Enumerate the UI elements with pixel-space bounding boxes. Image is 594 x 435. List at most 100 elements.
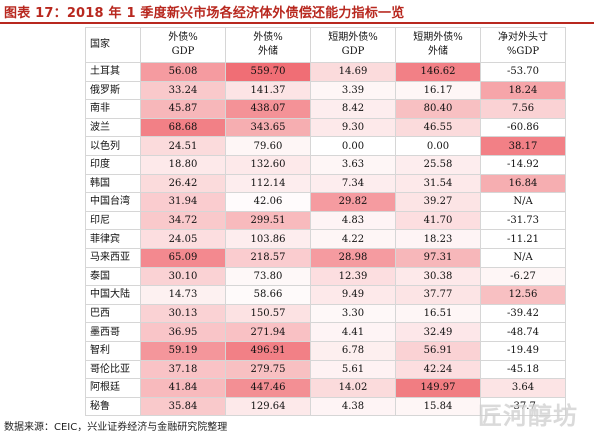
country-cell: 以色列 (85, 136, 141, 156)
value-cell: 496.91 (225, 340, 311, 361)
value-cell: 218.57 (225, 247, 311, 268)
value-cell: 80.40 (395, 99, 481, 119)
country-cell: 马来西亚 (85, 247, 141, 268)
header-text: 净对外头寸 (498, 32, 548, 43)
value-cell: 7.56 (480, 99, 566, 119)
value-cell: 24.51 (140, 136, 226, 156)
value-cell: 26.42 (140, 173, 226, 194)
header-metric-2: 外债% 外储 (225, 27, 311, 63)
table-row: 马来西亚 65.09 218.57 28.98 97.31 N/A (85, 247, 566, 268)
value-cell: 0.00 (395, 136, 481, 156)
value-cell: 56.91 (395, 340, 481, 361)
header-metric-1: 外债% GDP (140, 27, 226, 63)
table-body: 土耳其 56.08 559.70 14.69 146.62 -53.70 俄罗斯 33.24 1… (85, 62, 566, 417)
country-cell: 墨西哥 (85, 322, 141, 342)
value-cell: 31.94 (140, 192, 226, 212)
value-cell: 149.97 (395, 378, 481, 398)
table-row: 韩国 26.42 112.14 7.34 31.54 16.84 (85, 173, 566, 194)
value-cell: 56.08 (140, 62, 226, 82)
value-cell: 3.30 (310, 303, 396, 324)
value-cell: 24.05 (140, 229, 226, 249)
value-cell: 18.24 (480, 80, 566, 101)
country-cell: 巴西 (85, 303, 141, 324)
value-cell: 146.62 (395, 62, 481, 82)
header-metric-5: 净对外头寸 %GDP (480, 27, 566, 63)
table-row: 哥伦比亚 37.18 279.75 5.61 42.24 -45.18 (85, 359, 566, 380)
value-cell: 8.42 (310, 99, 396, 119)
country-cell: 智利 (85, 340, 141, 361)
value-cell: 4.22 (310, 229, 396, 249)
value-cell: 3.39 (310, 80, 396, 101)
table-row: 智利 59.19 496.91 6.78 56.91 -19.49 (85, 340, 566, 361)
value-cell: 271.94 (225, 322, 311, 342)
value-cell: -37.7 (480, 396, 566, 417)
value-cell: 28.98 (310, 247, 396, 268)
value-cell: -45.18 (480, 359, 566, 380)
value-cell: 37.77 (395, 285, 481, 305)
value-cell: 129.64 (225, 396, 311, 417)
value-cell: 58.66 (225, 285, 311, 305)
value-cell: 42.24 (395, 359, 481, 380)
value-cell: 559.70 (225, 62, 311, 82)
value-cell: 18.23 (395, 229, 481, 249)
table-row: 墨西哥 36.95 271.94 4.41 32.49 -48.74 (85, 322, 566, 342)
value-cell: 65.09 (140, 247, 226, 268)
value-cell: 103.86 (225, 229, 311, 249)
value-cell: 41.84 (140, 378, 226, 398)
country-cell: 泰国 (85, 266, 141, 287)
table-row: 菲律宾 24.05 103.86 4.22 18.23 -11.21 (85, 229, 566, 249)
value-cell: 97.31 (395, 247, 481, 268)
header-metric-4: 短期外债% 外储 (395, 27, 481, 63)
title-rule (0, 22, 594, 24)
value-cell: 42.06 (225, 192, 311, 212)
indicator-table: 国家 外债% GDP 外债% 外储 短期外债% GDP 短期外债% 外储 净对外头寸 %GDP 土耳… (85, 27, 566, 417)
header-text: GDP (341, 46, 365, 57)
value-cell: 30.38 (395, 266, 481, 287)
table-header: 国家 外债% GDP 外债% 外储 短期外债% GDP 短期外债% 外储 净对外头寸 %GDP (85, 27, 566, 63)
value-cell: 31.54 (395, 173, 481, 194)
value-cell: 6.78 (310, 340, 396, 361)
value-cell: 14.69 (310, 62, 396, 82)
value-cell: 45.87 (140, 99, 226, 119)
table-row: 俄罗斯 33.24 141.37 3.39 16.17 18.24 (85, 80, 566, 101)
value-cell: 4.38 (310, 396, 396, 417)
value-cell: 12.39 (310, 266, 396, 287)
value-cell: 112.14 (225, 173, 311, 194)
country-cell: 哥伦比亚 (85, 359, 141, 380)
value-cell: 32.49 (395, 322, 481, 342)
header-text: %GDP (506, 46, 540, 57)
table-row: 以色列 24.51 79.60 0.00 0.00 38.17 (85, 136, 566, 156)
value-cell: 0.00 (310, 136, 396, 156)
watermark-logo: 匠河醇坊 (478, 402, 578, 430)
value-cell: 37.18 (140, 359, 226, 380)
value-cell: 132.60 (225, 154, 311, 175)
value-cell: 438.07 (225, 99, 311, 119)
value-cell: -48.74 (480, 322, 566, 342)
value-cell: 18.80 (140, 154, 226, 175)
header-text: 外债% (168, 32, 198, 43)
value-cell: 150.57 (225, 303, 311, 324)
value-cell: 41.70 (395, 210, 481, 231)
value-cell: 30.13 (140, 303, 226, 324)
value-cell: 34.72 (140, 210, 226, 231)
country-cell: 秘鲁 (85, 396, 141, 417)
value-cell: 9.30 (310, 117, 396, 138)
table-row: 印尼 34.72 299.51 4.83 41.70 -31.73 (85, 210, 566, 231)
value-cell: -14.92 (480, 154, 566, 175)
header-text: GDP (171, 46, 195, 57)
value-cell: 33.24 (140, 80, 226, 101)
country-cell: 菲律宾 (85, 229, 141, 249)
value-cell: 299.51 (225, 210, 311, 231)
header-metric-3: 短期外债% GDP (310, 27, 396, 63)
value-cell: -53.70 (480, 62, 566, 82)
table-row: 中国台湾 31.94 42.06 29.82 39.27 N/A (85, 192, 566, 212)
value-cell: N/A (480, 247, 566, 268)
table-row: 阿根廷 41.84 447.46 14.02 149.97 3.64 (85, 378, 566, 398)
country-cell: 阿根廷 (85, 378, 141, 398)
value-cell: 73.80 (225, 266, 311, 287)
figure-header: 图表 17：2018 年 1 季度新兴市场各经济体外债偿还能力指标一览 (0, 0, 594, 24)
value-cell: 9.49 (310, 285, 396, 305)
country-cell: 印度 (85, 154, 141, 175)
value-cell: 14.73 (140, 285, 226, 305)
value-cell: 4.41 (310, 322, 396, 342)
